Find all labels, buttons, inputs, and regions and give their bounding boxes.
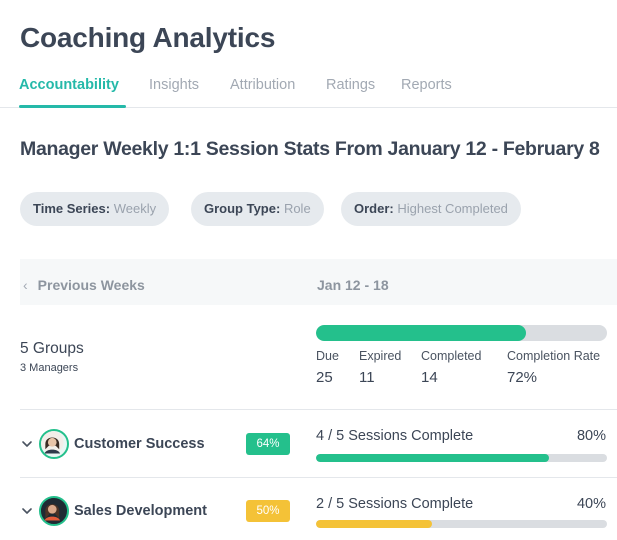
group-name[interactable]: Sales Development	[74, 503, 207, 519]
previous-weeks-label: Previous Weeks	[37, 277, 145, 293]
percent-badge: 64%	[246, 433, 290, 455]
percent-badge: 50%	[246, 500, 290, 522]
section-title: Manager Weekly 1:1 Session Stats From Ja…	[20, 138, 600, 160]
filter-value: Role	[283, 201, 311, 216]
group-progress-track	[316, 454, 607, 462]
chevron-down-icon[interactable]	[20, 437, 34, 451]
groups-count: 5 Groups	[20, 340, 84, 357]
stat-due-label: Due	[316, 349, 339, 363]
divider	[20, 409, 617, 410]
tab-ratings[interactable]: Ratings	[326, 77, 376, 93]
sessions-complete: 4 / 5 Sessions Complete	[316, 428, 474, 444]
stat-completed-value: 14	[421, 369, 438, 386]
summary-progress-fill	[316, 325, 526, 341]
filter-value: Highest Completed	[397, 201, 508, 216]
group-percent: 40%	[576, 496, 606, 512]
filter-group-type[interactable]: Group Type: Role	[191, 192, 324, 226]
tab-accountability[interactable]: Accountability	[19, 77, 119, 93]
group-percent: 80%	[576, 428, 606, 444]
stat-completion-rate-value: 72%	[507, 369, 538, 386]
week-header	[20, 259, 617, 305]
managers-count: 3 Managers	[20, 362, 79, 374]
divider	[20, 477, 617, 478]
group-progress-fill	[316, 520, 433, 528]
person-avatar-icon	[41, 498, 64, 521]
summary-progress-track	[316, 325, 607, 341]
filter-time-series[interactable]: Time Series: Weekly	[20, 192, 170, 226]
previous-weeks-button[interactable]: ‹ Previous Weeks	[23, 277, 145, 293]
group-name[interactable]: Customer Success	[74, 436, 205, 452]
person-avatar-icon	[41, 431, 64, 454]
filter-key: Time Series:	[33, 201, 111, 216]
tab-bar: Accountability Insights Attribution Rati…	[0, 72, 617, 108]
avatar	[39, 429, 69, 459]
stat-expired-value: 11	[359, 369, 375, 386]
tab-insights[interactable]: Insights	[149, 77, 199, 93]
tab-attribution[interactable]: Attribution	[230, 77, 296, 93]
filter-value: Weekly	[113, 201, 157, 216]
week-range: Jan 12 - 18	[317, 277, 389, 293]
stat-due-value: 25	[316, 369, 333, 386]
active-tab-underline	[19, 105, 126, 108]
tab-reports[interactable]: Reports	[401, 77, 452, 93]
filter-order[interactable]: Order: Highest Completed	[341, 192, 521, 226]
app-title: Coaching Analytics	[20, 22, 276, 53]
chevron-down-icon[interactable]	[20, 504, 34, 518]
sessions-complete: 2 / 5 Sessions Complete	[316, 496, 474, 512]
filter-key: Group Type:	[204, 201, 281, 216]
filter-key: Order:	[354, 201, 394, 216]
chevron-left-icon: ‹	[23, 277, 28, 293]
group-progress-fill	[316, 454, 549, 462]
group-progress-track	[316, 520, 607, 528]
avatar	[39, 496, 69, 526]
stat-expired-label: Expired	[359, 349, 402, 363]
stat-completed-label: Completed	[421, 349, 482, 363]
stat-completion-rate-label: Completion Rate	[507, 349, 601, 363]
